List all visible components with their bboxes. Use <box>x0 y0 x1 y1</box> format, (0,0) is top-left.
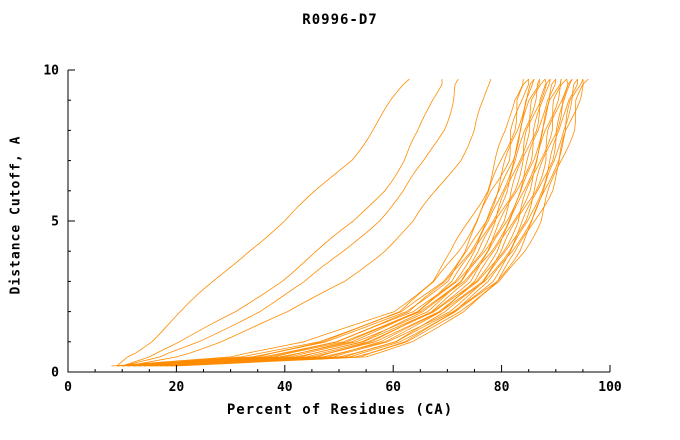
model-curve <box>138 78 551 367</box>
model-curve <box>116 78 529 367</box>
model-curve <box>149 79 562 367</box>
model-curve <box>160 78 573 367</box>
model-curve <box>170 78 584 367</box>
model-curve <box>116 78 410 367</box>
model-curve <box>122 78 459 367</box>
model-curve <box>138 79 551 367</box>
model-curve <box>165 79 578 367</box>
model-curve <box>154 79 569 367</box>
model-curve <box>160 78 573 367</box>
model-curve <box>127 79 540 367</box>
model-curve <box>170 79 584 367</box>
axes-lines <box>67 70 610 373</box>
model-curve <box>111 79 524 367</box>
x-tick-label: 20 <box>169 380 185 395</box>
model-curve <box>122 78 535 367</box>
plot-title: R0996-D7 <box>302 12 378 28</box>
x-axis-label: Percent of Residues (CA) <box>226 402 454 418</box>
x-tick-label: 60 <box>385 380 401 395</box>
y-tick-label: 0 <box>51 366 59 381</box>
model-curve <box>132 79 547 367</box>
model-curve <box>127 78 540 367</box>
model-curve <box>122 79 443 367</box>
model-curve <box>132 78 546 367</box>
model-curve <box>176 78 589 367</box>
model-curve <box>143 79 557 367</box>
model-curve <box>127 78 492 367</box>
x-tick-label: 80 <box>494 380 510 395</box>
model-curve <box>154 78 567 367</box>
x-tick-label: 0 <box>64 380 72 395</box>
x-tick-label: 40 <box>277 380 293 395</box>
model-curve <box>122 78 535 367</box>
y-tick-label: 5 <box>51 215 59 230</box>
model-curve <box>149 79 562 367</box>
model-curve <box>116 79 530 367</box>
x-tick-label: 100 <box>598 380 622 395</box>
y-tick-label: 10 <box>43 64 59 79</box>
